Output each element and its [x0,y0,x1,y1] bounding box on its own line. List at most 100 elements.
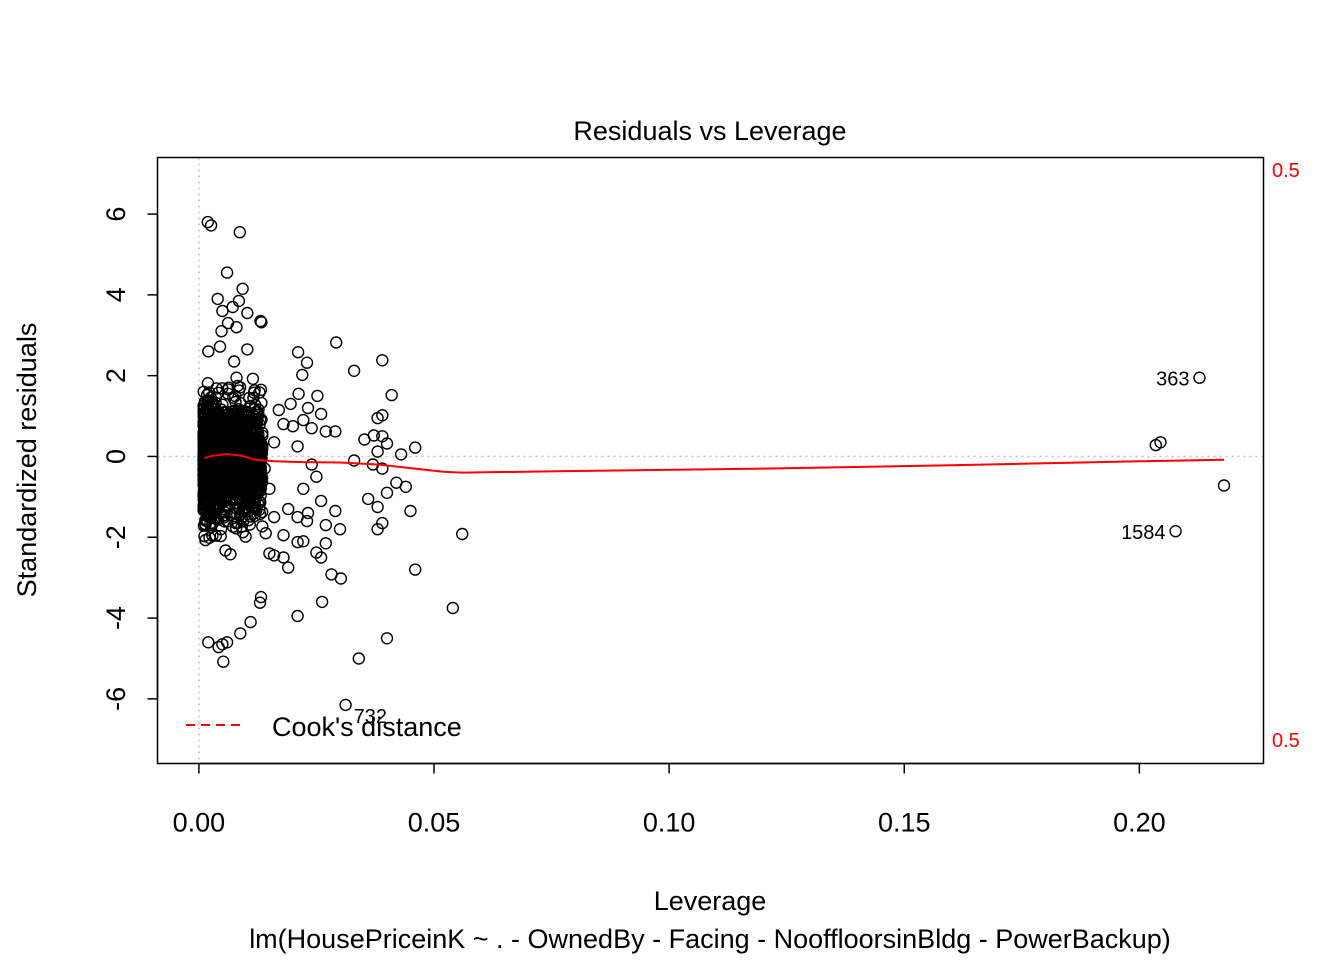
data-point [216,509,230,522]
data-point [245,501,258,514]
data-point [334,572,348,585]
cooks-right-label-top: 0.5 [1272,160,1300,182]
data-point [409,563,422,576]
data-point [221,387,235,400]
data-point [282,561,295,574]
data-point [253,435,266,448]
data-point [199,443,212,456]
data-point [314,551,328,564]
data-point [233,475,246,488]
data-point [210,440,224,454]
data-point [282,502,295,516]
data-point [259,527,272,540]
point-label-363: 363 [1156,369,1189,391]
data-point [291,535,304,549]
data-point [255,316,268,329]
data-point [291,609,304,623]
data-point [233,225,247,239]
data-point [217,655,230,668]
y-tick-label: 6 [101,207,131,222]
data-point [197,418,210,432]
data-point [277,417,290,431]
data-point [254,383,268,396]
data-point [213,506,227,520]
data-point [247,476,261,489]
data-point [358,433,371,446]
x-tick-label: 0.20 [1113,808,1166,838]
data-point [241,501,255,514]
data-point [362,492,375,506]
data-point [246,372,260,385]
data-point [333,523,347,536]
data-point [376,462,389,475]
model-formula-subtitle: lm(HousePriceinK ~ . - OwnedBy - Facing … [249,924,1171,954]
data-point [297,413,310,427]
data-points [197,215,1231,712]
data-point [203,405,217,418]
data-point [300,356,314,369]
data-point [291,346,305,359]
data-point [292,387,305,400]
x-axis-label: Leverage [654,886,767,916]
data-point [239,413,252,427]
data-point [371,523,384,536]
data-point [212,640,225,654]
data-point [371,411,384,425]
data-point [227,484,240,498]
data-point [228,389,242,403]
data-point [1217,479,1231,492]
data-point [215,325,228,338]
data-point [409,441,422,454]
data-point [223,445,237,459]
y-tick-label: -2 [101,525,131,549]
data-point [216,438,229,451]
data-point [1193,371,1206,384]
y-tick-label: 4 [101,287,131,302]
y-axis-label: Standardized residuals [12,323,42,598]
data-point [239,530,252,543]
data-point [352,652,365,665]
point-label-1584: 1584 [1121,522,1166,544]
data-point [297,535,310,548]
data-point [206,398,220,412]
data-point [277,529,290,542]
data-point [216,422,230,436]
data-point [213,340,227,353]
data-point [380,632,394,645]
data-point [286,420,300,433]
data-point [310,470,323,483]
y-tick-label: 0 [101,449,131,464]
data-point [235,446,249,459]
data-point [456,527,469,541]
data-point [315,595,329,609]
point-label-732: 732 [354,706,387,728]
x-tick-label: 0.10 [643,808,696,838]
data-point [380,437,394,450]
data-point [226,520,240,533]
data-point [399,480,412,493]
data-point [319,537,332,550]
data-point [234,627,247,640]
data-point [258,462,271,475]
data-point [297,482,310,495]
data-point [284,397,297,411]
data-point [301,401,315,415]
legend-cooks-label: Cook's distance [272,712,462,742]
data-point [214,493,227,507]
data-point [314,494,328,508]
data-point [201,215,215,229]
data-point [239,486,252,499]
data-point [267,436,281,449]
chart-title: Residuals vs Leverage [573,116,846,146]
data-point [263,547,276,560]
data-point [232,294,246,308]
point-labels: 363 1584 732 [354,369,1190,728]
data-point [233,502,246,516]
x-axis: 0.00 0.05 0.10 0.15 0.20 [173,762,1166,838]
x-tick-label: 0.05 [408,808,461,838]
data-point [385,388,398,402]
data-point [254,314,267,328]
data-point [305,422,318,435]
data-point [254,413,267,427]
